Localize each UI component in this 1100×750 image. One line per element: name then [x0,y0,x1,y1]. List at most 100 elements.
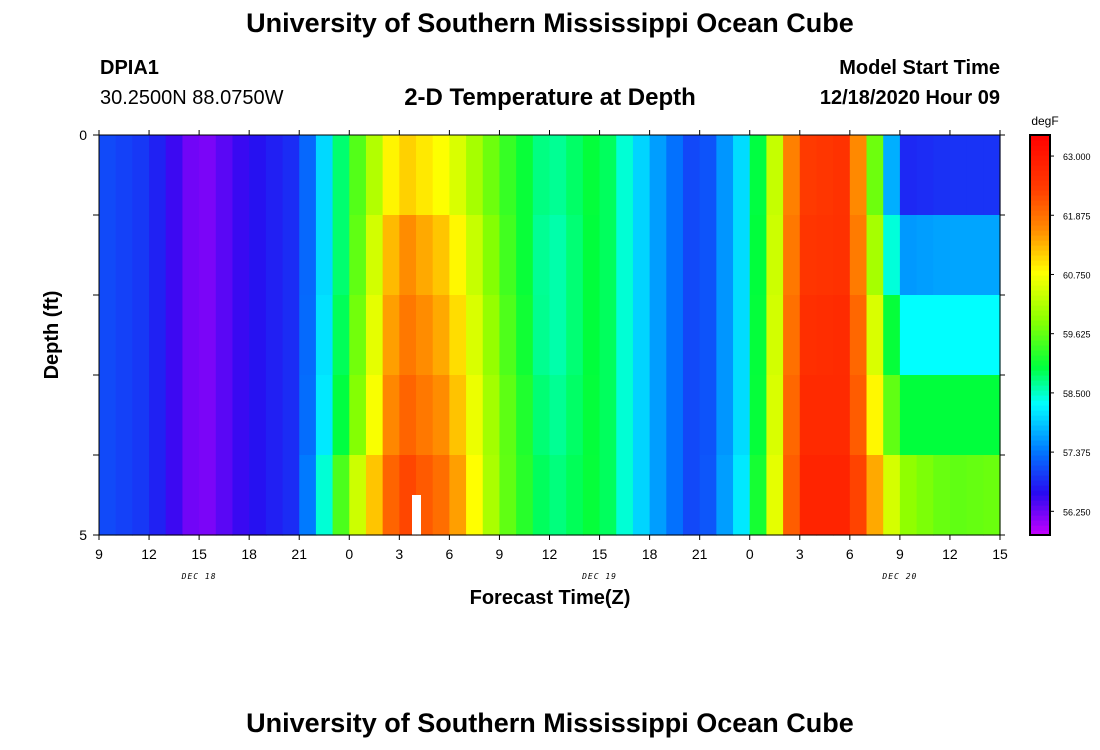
heatmap-cell [933,215,951,296]
heatmap-cell [149,455,167,536]
colorbar-segment [1030,165,1050,171]
x-axis-ticks: 9 12 15 18 21 0 3 6 9 12 15 18 21 0 3 6 9 12 15 [95,130,1008,562]
colorbar-segment [1030,135,1050,141]
heatmap-cell [399,215,417,296]
heatmap-cell [99,215,117,296]
heatmap-cell [883,215,901,296]
heatmap-cell [232,135,250,216]
heatmap-cell [649,375,667,456]
date-label: DEC 18 [181,572,217,581]
heatmap-cell [382,295,400,376]
heatmap-cell [682,295,701,376]
colorbar-tick-label: 58.500 [1063,389,1091,399]
heatmap-cell [416,215,434,296]
heatmap-cell [849,455,868,536]
heatmap-cell [632,215,651,296]
y-tick-label: 0 [79,127,87,143]
colorbar-segment [1030,140,1050,146]
heatmap-cell [766,455,784,536]
colorbar-segment [1030,435,1050,441]
colorbar-segment [1030,480,1050,486]
heatmap-cell [933,135,951,216]
heatmap-cell [449,295,467,376]
heatmap-cell [766,375,784,456]
heatmap-cell [282,375,300,456]
heatmap-cell [215,375,234,456]
heatmap-cell [966,455,984,536]
heatmap-cell [849,215,868,296]
x-tick-label: 12 [141,546,157,562]
heatmap-cell [466,215,484,296]
colorbar-segment [1030,320,1050,326]
heatmap-cell [516,375,534,456]
heatmap-cell [799,455,818,536]
heatmap-cell [365,455,384,536]
heatmap-cell [766,215,784,296]
colorbar-frame [1029,134,1051,536]
heatmap-cell [632,135,651,216]
heatmap-cell [966,215,984,296]
heatmap-cell [532,455,551,536]
heatmap-cell [983,215,1001,296]
heatmap-cell [232,295,250,376]
heatmap-cell [849,295,868,376]
heatmap-cell [349,455,367,536]
heatmap-cell [582,295,601,376]
heatmap-cell [632,455,651,536]
heatmap-cell [883,295,901,376]
heatmap-cell [916,215,934,296]
heatmap-cell [182,215,200,296]
colorbar-segment [1030,370,1050,376]
heatmap-cell [232,375,250,456]
heatmap-cell [482,375,501,456]
heatmap-cell [99,295,117,376]
y-axis-ticks: 05 [79,127,1005,543]
x-tick-label: 0 [345,546,353,562]
model-start-label: Model Start Time [839,57,1000,79]
heatmap-cell [499,135,517,216]
colorbar-segment [1030,325,1050,331]
colorbar-segment [1030,490,1050,496]
colorbar-tick-label: 59.625 [1063,330,1091,340]
heatmap-cell [332,295,350,376]
heatmap-cell [866,215,884,296]
heatmap-cell [265,375,284,456]
heatmap-cell [799,215,818,296]
heatmap-cell [566,295,584,376]
heatmap-cell [115,375,133,456]
heatmap-cell [766,135,784,216]
heatmap-cell [716,135,734,216]
heatmap-cell [265,215,284,296]
colorbar-segment [1030,185,1050,191]
x-tick-label: 3 [796,546,804,562]
heatmap-cell [949,295,968,376]
heatmap-cell [749,295,768,376]
heatmap-cell [265,295,284,376]
x-tick-label: 9 [95,546,103,562]
heatmap-cell [132,295,150,376]
heatmap-cell [115,215,133,296]
heatmap-cell [199,295,217,376]
heatmap-cell [849,375,868,456]
heatmap-cell [449,215,467,296]
colorbar-segment [1030,245,1050,251]
heatmap-cell [466,135,484,216]
heatmap-cell [315,375,334,456]
heatmap-cell [799,375,818,456]
heatmap-cell [699,375,717,456]
heatmap-cell [282,455,300,536]
colorbar-segment [1030,520,1050,526]
heatmap-cell [899,375,918,456]
heatmap-cell [149,135,167,216]
heatmap-cell [582,375,601,456]
heatmap-cell [649,455,667,536]
heatmap-cells [99,135,1001,536]
colorbar-segment [1030,375,1050,381]
colorbar-segment [1030,340,1050,346]
colorbar-segment [1030,510,1050,516]
heatmap-cell [332,215,350,296]
heatmap-cell [382,135,400,216]
colorbar-segment [1030,350,1050,356]
heatmap-cell [249,455,267,536]
heatmap-cell [916,295,934,376]
